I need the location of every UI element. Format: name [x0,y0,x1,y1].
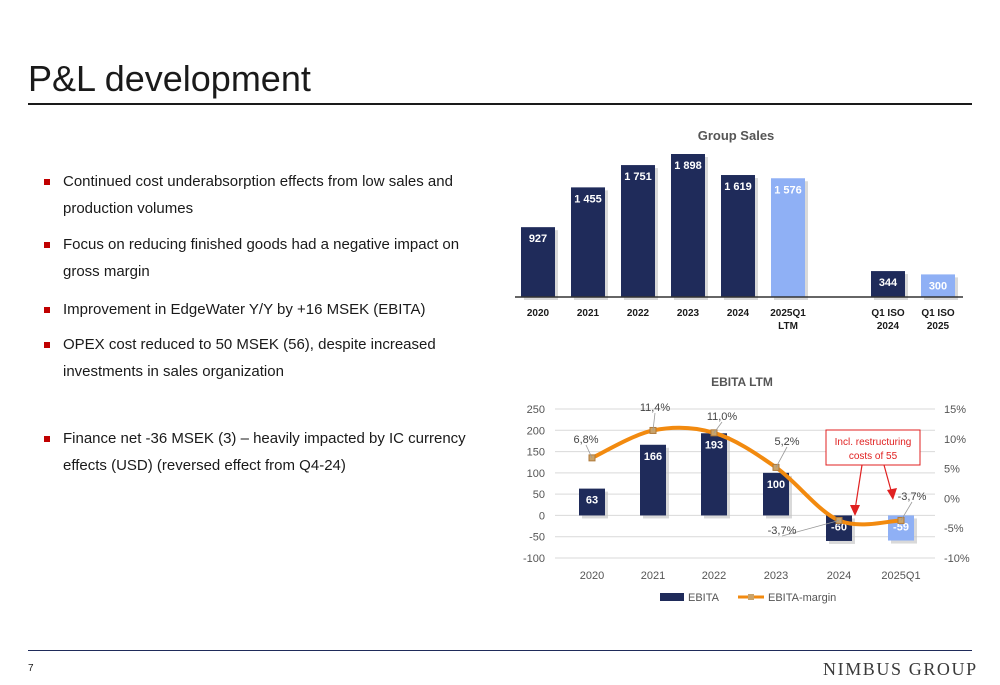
bar-value-label: 166 [644,451,662,463]
legend-margin-label: EBITA-margin [768,592,836,604]
x-tick-label: 2025Q1 [881,570,920,582]
x-tick-label: 2024 [877,321,900,332]
right-axis-tick: -5% [944,523,964,535]
margin-value-label: 11,4% [640,402,671,414]
x-tick-label: 2021 [641,570,665,582]
ebita-margin-line [591,425,902,527]
annotation-box [825,429,921,466]
bar-value-label: -59 [893,521,909,533]
x-tick-label: Q1 ISO [871,308,905,319]
margin-value-label: 11,0% [707,411,738,423]
right-axis-tick: 5% [944,464,960,476]
sales-bar [571,187,605,297]
right-axis-tick: 10% [944,434,966,446]
sales-bar [921,274,955,297]
bullet-item: Continued cost underabsorption effects f… [44,168,473,222]
x-tick-label: Q1 ISO [921,308,955,319]
x-tick-label: LTM [778,321,798,332]
chart-title: EBITA LTM [711,375,773,389]
annotation-arrowhead [850,505,860,516]
x-tick-label: 2020 [580,570,604,582]
x-tick-label: 2023 [677,308,700,319]
bullet-item: Focus on reducing finished goods had a n… [44,231,473,285]
x-tick-label: 2025Q1 [770,308,806,319]
x-tick-label: 2024 [727,308,750,319]
left-axis-tick: 100 [527,468,545,480]
margin-value-label: 6,8% [573,434,598,446]
annotation-text: Incl. restructuring [835,437,912,448]
sales-bar [621,165,655,297]
sales-bar [871,271,905,297]
bar-value-label: 193 [705,439,723,451]
legend-ebita-label: EBITA [688,592,720,604]
left-axis-tick: 0 [539,510,545,522]
label-leader [781,520,840,537]
title-divider [28,103,972,105]
ebita-bar [701,433,727,516]
margin-value-label: 5,2% [774,436,799,448]
x-tick-label: 2021 [577,308,600,319]
x-tick-label: 2020 [527,308,550,319]
right-axis-tick: -10% [944,553,970,565]
bar-value-label: 927 [529,233,547,245]
right-axis-tick: 0% [944,493,960,505]
margin-value-label: -3,7% [768,525,797,537]
company-logo: NIMBUS GROUP [823,659,978,679]
x-tick-label: 2022 [627,308,650,319]
label-leader [775,446,788,468]
left-axis-tick: 50 [533,489,545,501]
label-leader [585,444,593,459]
ebita-bar [579,488,605,516]
chart-title: Group Sales [698,128,775,143]
left-axis-tick: 150 [527,447,545,459]
label-leader [900,501,913,521]
sales-bar [671,154,705,297]
x-tick-label: 2022 [702,570,726,582]
bullet-item: Finance net -36 MSEK (3) – heavily impac… [44,425,473,479]
right-axis-tick: 15% [944,404,966,416]
annotation-arrowhead [887,488,897,500]
left-axis-tick: 250 [527,404,545,416]
ebita-ltm-chart: EBITA LTM 250 200 150 100 50 0 -50 -100 15% 10% 5% 0… [523,375,970,604]
margin-value-label: -3,7% [898,491,927,503]
bar-value-label: 1 576 [774,184,802,196]
bar-value-label: 300 [929,280,947,292]
legend-ebita-swatch [660,593,684,601]
annotation-arrow [854,464,863,511]
group-sales-chart: Group Sales 927 2020 1 455 2021 1 751 2022 1 89… [515,128,963,332]
bar-value-label: 1 455 [574,193,602,205]
legend-margin-marker [748,594,754,600]
label-leader [713,421,723,434]
x-tick-label: 2023 [764,570,788,582]
x-tick-label: 2024 [827,570,851,582]
ebita-bar [763,472,789,516]
x-tick-label: 2025 [927,321,950,332]
bar-value-label: 1 751 [624,171,652,183]
sales-bar [771,178,805,297]
left-axis-tick: 200 [527,425,545,437]
bar-value-label: 344 [879,277,898,289]
page-title: P&L development [28,58,311,99]
bullet-item: OPEX cost reduced to 50 MSEK (56), despi… [44,331,473,385]
bar-value-label: 1 619 [724,181,752,193]
annotation-arrow [883,464,893,495]
bar-value-label: 63 [586,495,598,507]
sales-bar [521,227,555,297]
bar-value-label: 1 898 [674,160,702,172]
ebita-bar [640,444,666,516]
bar-value-label: -60 [831,521,847,533]
margin-marker [897,516,905,524]
page-number: 7 [28,663,34,674]
bullet-item: Improvement in EdgeWater Y/Y by +16 MSEK… [44,296,473,323]
left-axis-tick: -50 [529,532,545,544]
sales-bar [721,175,755,297]
annotation-text: costs of 55 [849,451,898,462]
left-axis-tick: -100 [523,553,545,565]
margin-marker [588,454,596,462]
footer-divider [28,650,972,651]
label-leader [652,412,656,431]
bar-value-label: 100 [767,479,785,491]
